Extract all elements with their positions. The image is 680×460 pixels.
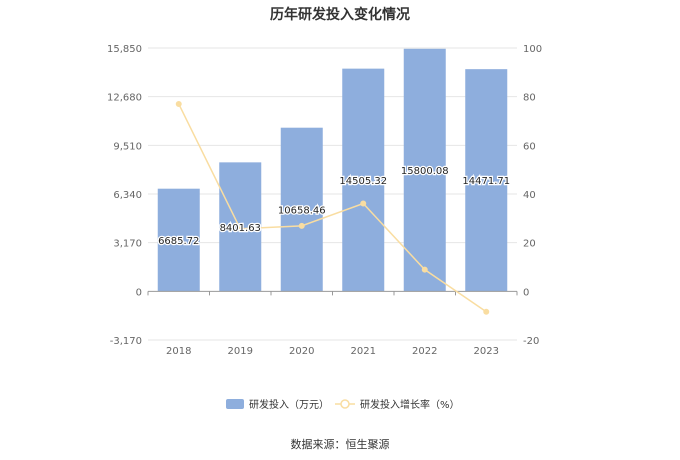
x-tick-label: 2021 xyxy=(351,346,376,357)
y-right-tick-label: 40 xyxy=(523,190,536,201)
y-left-tick-label: 6,340 xyxy=(113,190,142,201)
bar xyxy=(280,127,323,292)
legend-line-marker xyxy=(340,399,350,409)
x-tick-label: 2019 xyxy=(228,346,253,357)
y-left-tick-label: -3,170 xyxy=(110,336,142,347)
y-left-tick-label: 3,170 xyxy=(113,239,142,250)
x-tick-label: 2020 xyxy=(289,346,314,357)
y-right-tick-label: -20 xyxy=(523,336,539,347)
y-right-tick-label: 0 xyxy=(523,287,529,298)
x-tick-label: 2018 xyxy=(166,346,191,357)
bar xyxy=(465,69,508,292)
legend-line-label: 研发投入增长率（%） xyxy=(360,398,460,411)
line-point xyxy=(483,308,490,315)
growth-rate-line xyxy=(178,103,487,313)
line-point xyxy=(237,225,244,232)
y-left-tick-label: 0 xyxy=(136,287,142,298)
line-point xyxy=(421,266,428,273)
bar-value-label: 10658.46 xyxy=(278,206,326,217)
source-note: 数据来源：恒生聚源 xyxy=(290,438,390,451)
legend-bar-label: 研发投入（万元） xyxy=(249,398,329,411)
y-left-tick-label: 9,510 xyxy=(113,141,142,152)
line-point xyxy=(298,222,305,229)
bar-value-label: 8401.63 xyxy=(220,223,261,234)
bar xyxy=(342,68,385,292)
legend-bar-swatch xyxy=(226,399,244,409)
line-point xyxy=(360,200,367,207)
bar-value-label: 14505.32 xyxy=(339,176,387,187)
y-right-tick-label: 80 xyxy=(523,93,536,104)
x-tick-label: 2023 xyxy=(474,346,499,357)
y-left-tick-label: 15,850 xyxy=(107,44,142,55)
bar xyxy=(157,188,200,292)
x-tick-label: 2022 xyxy=(412,346,437,357)
y-left-tick-label: 12,680 xyxy=(107,93,142,104)
y-right-tick-label: 20 xyxy=(523,239,536,250)
bar-value-label: 14471.71 xyxy=(462,176,510,187)
y-right-tick-label: 100 xyxy=(523,44,542,55)
y-right-tick-label: 60 xyxy=(523,141,536,152)
bar-value-label: 15800.08 xyxy=(401,166,449,177)
line-point xyxy=(175,100,182,107)
bar-value-label: 6685.72 xyxy=(158,236,199,247)
bar xyxy=(403,48,446,292)
chart-title: 历年研发投入变化情况 xyxy=(270,7,410,23)
